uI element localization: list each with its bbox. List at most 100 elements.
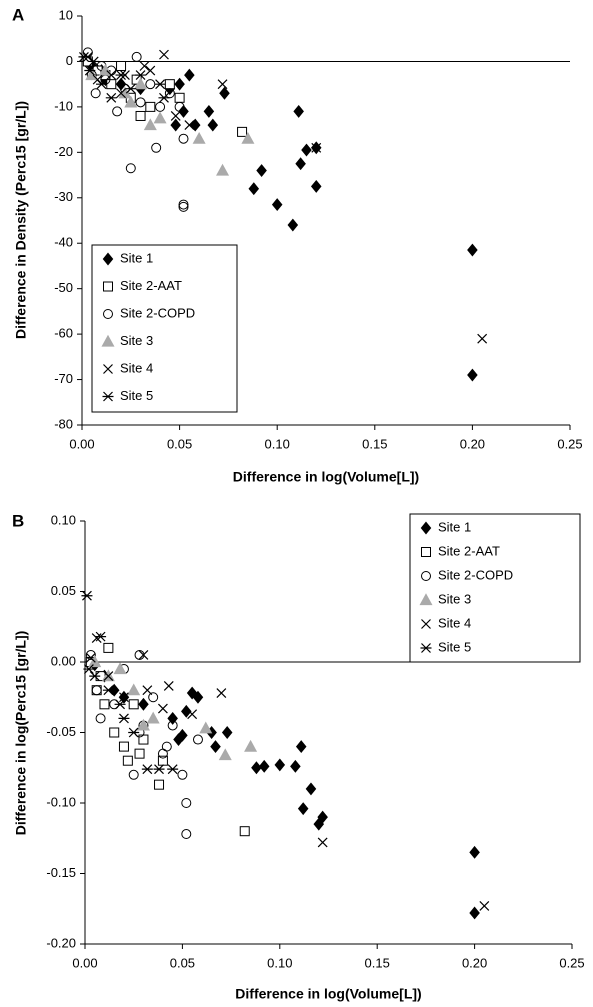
point bbox=[119, 692, 129, 703]
point bbox=[192, 734, 203, 745]
x-axis-label: Difference in log(Volume[L]) bbox=[235, 986, 421, 1002]
legend-label: Site 2-COPD bbox=[120, 305, 195, 320]
x-tick-label: 0.20 bbox=[462, 955, 487, 970]
point bbox=[310, 179, 322, 193]
point bbox=[158, 92, 170, 103]
x-tick-label: 0.15 bbox=[362, 436, 387, 451]
point bbox=[88, 56, 100, 67]
point bbox=[116, 60, 127, 71]
legend-label: Site 2-AAT bbox=[120, 278, 182, 293]
point bbox=[113, 662, 127, 675]
point bbox=[127, 683, 141, 696]
point bbox=[131, 51, 142, 62]
point bbox=[139, 61, 150, 71]
point bbox=[237, 126, 248, 137]
point bbox=[178, 201, 189, 212]
point bbox=[124, 95, 138, 108]
point bbox=[134, 748, 145, 759]
point bbox=[192, 131, 206, 144]
point bbox=[154, 779, 165, 790]
point bbox=[118, 741, 129, 752]
point bbox=[199, 721, 213, 734]
point bbox=[106, 70, 117, 81]
point bbox=[177, 728, 188, 742]
point bbox=[134, 77, 148, 90]
point bbox=[153, 111, 167, 124]
point bbox=[154, 79, 166, 90]
point bbox=[78, 51, 90, 62]
point bbox=[135, 70, 147, 81]
point bbox=[125, 83, 137, 94]
point bbox=[91, 685, 102, 696]
point bbox=[178, 104, 189, 118]
point bbox=[170, 118, 181, 132]
legend-label: Site 2-COPD bbox=[438, 567, 513, 582]
legend-label: Site 3 bbox=[438, 591, 471, 606]
point bbox=[174, 92, 185, 103]
point bbox=[145, 65, 156, 76]
point bbox=[151, 142, 162, 153]
legend-label: Site 5 bbox=[438, 639, 471, 654]
y-tick-label: -0.20 bbox=[46, 935, 76, 950]
point bbox=[469, 906, 480, 920]
point bbox=[187, 709, 198, 720]
legend-label: Site 1 bbox=[120, 250, 153, 265]
point bbox=[477, 333, 488, 344]
point bbox=[105, 92, 117, 103]
point bbox=[99, 699, 110, 710]
point bbox=[138, 734, 149, 745]
point bbox=[297, 802, 309, 816]
x-tick-label: 0.00 bbox=[72, 955, 97, 970]
point bbox=[239, 826, 250, 837]
legend-marker bbox=[420, 521, 432, 535]
legend-marker bbox=[101, 334, 115, 347]
point bbox=[118, 713, 130, 724]
point bbox=[96, 79, 108, 90]
panel-label: A bbox=[12, 5, 24, 24]
point bbox=[178, 133, 189, 144]
y-tick-label: -30 bbox=[54, 189, 73, 204]
point bbox=[128, 699, 139, 710]
x-tick-label: 0.20 bbox=[460, 436, 485, 451]
point bbox=[170, 111, 181, 121]
legend-label: Site 3 bbox=[120, 333, 153, 348]
point bbox=[112, 106, 123, 117]
point bbox=[116, 88, 126, 99]
point bbox=[210, 740, 221, 754]
point bbox=[164, 88, 175, 99]
legend-marker bbox=[421, 571, 431, 581]
point bbox=[219, 86, 230, 100]
x-tick-label: 0.05 bbox=[170, 955, 195, 970]
point bbox=[274, 758, 286, 772]
y-tick-label: -40 bbox=[54, 235, 73, 250]
point bbox=[241, 131, 255, 144]
point bbox=[290, 759, 301, 773]
point bbox=[469, 845, 480, 859]
point bbox=[114, 699, 126, 710]
point bbox=[85, 652, 96, 663]
x-tick-label: 0.00 bbox=[69, 436, 94, 451]
point bbox=[184, 68, 195, 82]
legend-marker bbox=[103, 309, 113, 319]
legend-label: Site 4 bbox=[438, 615, 471, 630]
y-axis-label: Difference in Density (Perc15 [gr/L]) bbox=[13, 101, 29, 339]
legend-marker bbox=[420, 643, 432, 653]
y-tick-label: -50 bbox=[54, 280, 73, 295]
point bbox=[248, 182, 260, 196]
point bbox=[181, 829, 192, 840]
point bbox=[122, 755, 133, 766]
point bbox=[102, 685, 114, 696]
point bbox=[295, 157, 306, 171]
point bbox=[155, 101, 166, 112]
point bbox=[141, 764, 153, 775]
y-tick-label: 0.05 bbox=[51, 583, 76, 598]
point bbox=[181, 798, 192, 808]
legend-label: Site 1 bbox=[438, 519, 471, 534]
point bbox=[271, 198, 283, 212]
point bbox=[95, 631, 107, 642]
point bbox=[128, 769, 139, 780]
point bbox=[90, 88, 101, 99]
point bbox=[287, 218, 299, 232]
point bbox=[207, 118, 219, 132]
